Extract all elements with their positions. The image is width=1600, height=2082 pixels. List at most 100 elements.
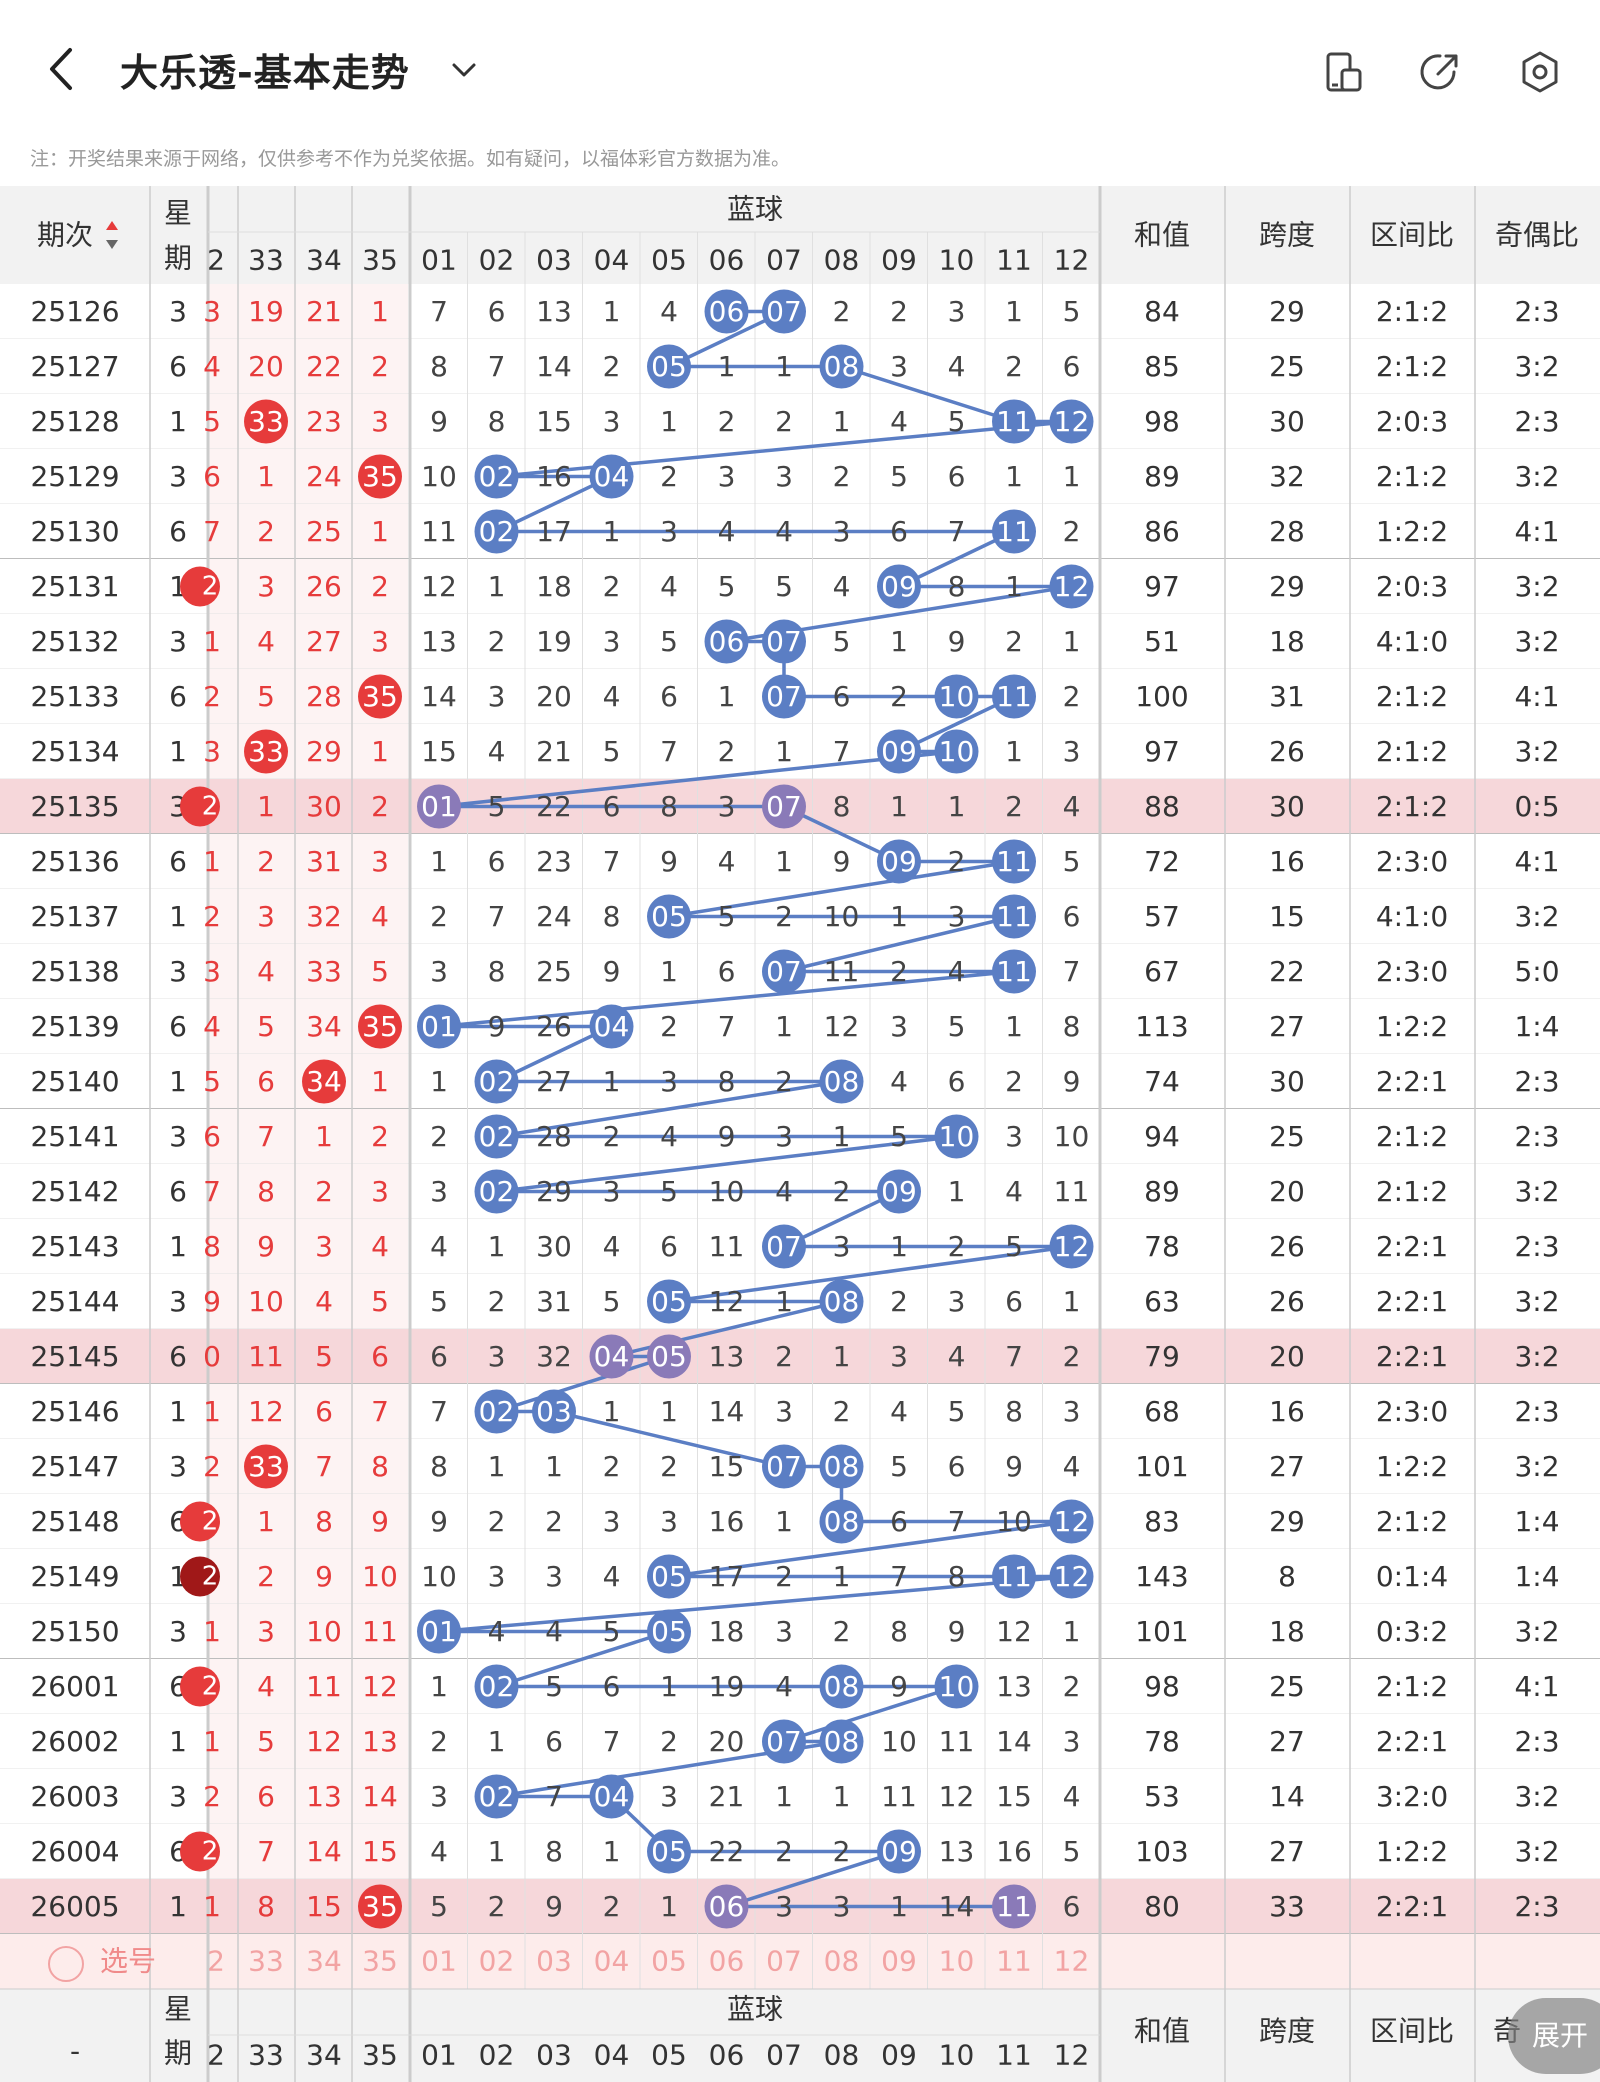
blue-ball[interactable] (992, 399, 1036, 444)
blue-ball[interactable] (762, 1719, 806, 1764)
blue-ball[interactable] (992, 949, 1036, 994)
blue-ball[interactable] (877, 1829, 921, 1874)
blue-ball[interactable] (589, 1774, 634, 1819)
share-icon[interactable] (1416, 48, 1464, 96)
select-blue-number[interactable]: 12 (1054, 1945, 1090, 1978)
blue-ball[interactable] (647, 344, 691, 389)
red-ball[interactable] (244, 399, 288, 444)
red-ball[interactable] (180, 1666, 220, 1707)
blue-ball[interactable] (1049, 564, 1094, 609)
blue-ball[interactable] (589, 1004, 634, 1049)
blue-ball[interactable] (877, 564, 921, 609)
blue-ball[interactable] (417, 784, 461, 829)
red-ball[interactable] (358, 1004, 402, 1049)
blue-ball[interactable] (647, 1279, 691, 1324)
select-blue-number[interactable]: 06 (709, 1945, 745, 1978)
blue-ball[interactable] (819, 1499, 864, 1544)
red-ball[interactable] (180, 1556, 220, 1597)
select-blue-number[interactable]: 10 (939, 1945, 975, 1978)
blue-ball[interactable] (417, 1609, 461, 1654)
select-blue-number[interactable]: 09 (881, 1945, 917, 1978)
select-blue-number[interactable]: 08 (824, 1945, 860, 1978)
red-ball[interactable] (358, 674, 402, 719)
blue-ball[interactable] (934, 674, 979, 719)
blue-ball[interactable] (992, 1554, 1036, 1599)
blue-ball[interactable] (762, 289, 806, 334)
blue-ball[interactable] (762, 949, 806, 994)
select-red-number[interactable]: 2 (207, 1945, 225, 1978)
blue-ball[interactable] (934, 729, 979, 774)
blue-ball[interactable] (474, 1114, 519, 1159)
select-blue-number[interactable]: 07 (766, 1945, 802, 1978)
blue-ball[interactable] (474, 1169, 519, 1214)
select-label[interactable]: 选号 (100, 1945, 156, 1978)
blue-ball[interactable] (992, 839, 1036, 884)
blue-ball[interactable] (762, 674, 806, 719)
blue-ball[interactable] (819, 1664, 864, 1709)
select-red-number[interactable]: 35 (362, 1945, 398, 1978)
select-red-number[interactable]: 33 (248, 1945, 284, 1978)
blue-ball[interactable] (819, 1059, 864, 1104)
blue-ball[interactable] (762, 1224, 806, 1269)
blue-ball[interactable] (992, 1884, 1036, 1929)
blue-ball[interactable] (647, 1609, 691, 1654)
blue-ball[interactable] (762, 784, 806, 829)
red-ball[interactable] (180, 1501, 220, 1542)
blue-ball[interactable] (819, 1444, 864, 1489)
blue-ball[interactable] (704, 289, 749, 334)
select-blue-number[interactable]: 11 (996, 1945, 1032, 1978)
blue-ball[interactable] (992, 509, 1036, 554)
red-ball[interactable] (180, 1831, 220, 1872)
blue-ball[interactable] (417, 1004, 461, 1049)
blue-ball[interactable] (762, 1444, 806, 1489)
select-red-number[interactable]: 34 (306, 1945, 342, 1978)
blue-ball[interactable] (474, 1059, 519, 1104)
red-ball[interactable] (244, 729, 288, 774)
select-blue-number[interactable]: 01 (421, 1945, 457, 1978)
blue-ball[interactable] (877, 1169, 921, 1214)
chevron-down-icon[interactable] (448, 54, 480, 86)
blue-ball[interactable] (819, 1279, 864, 1324)
red-ball[interactable] (358, 454, 402, 499)
blue-ball[interactable] (589, 1334, 634, 1379)
settings-icon[interactable] (1516, 48, 1564, 96)
blue-ball[interactable] (474, 454, 519, 499)
blue-ball[interactable] (819, 344, 864, 389)
blue-ball[interactable] (589, 454, 634, 499)
back-arrow-icon[interactable] (38, 44, 88, 94)
red-ball[interactable] (302, 1059, 346, 1104)
sort-up-icon[interactable] (106, 221, 118, 230)
select-blue-number[interactable]: 03 (536, 1945, 572, 1978)
sort-down-icon[interactable] (106, 240, 118, 249)
expand-button[interactable]: 展开 (1508, 1998, 1600, 2074)
blue-ball[interactable] (704, 1884, 749, 1929)
blue-ball[interactable] (1049, 1499, 1094, 1544)
blue-ball[interactable] (474, 1389, 519, 1434)
blue-ball[interactable] (877, 729, 921, 774)
select-blue-number[interactable]: 05 (651, 1945, 687, 1978)
blue-ball[interactable] (647, 1554, 691, 1599)
blue-ball[interactable] (819, 1719, 864, 1764)
red-ball[interactable] (358, 1884, 402, 1929)
blue-ball[interactable] (474, 509, 519, 554)
blue-ball[interactable] (992, 674, 1036, 719)
blue-ball[interactable] (474, 1774, 519, 1819)
blue-ball[interactable] (647, 1829, 691, 1874)
red-ball[interactable] (180, 566, 220, 607)
red-ball[interactable] (244, 1444, 288, 1489)
phone-layout-icon[interactable] (1320, 48, 1368, 96)
blue-ball[interactable] (877, 839, 921, 884)
blue-ball[interactable] (934, 1664, 979, 1709)
blue-ball[interactable] (1049, 1224, 1094, 1269)
blue-ball[interactable] (1049, 1554, 1094, 1599)
select-blue-number[interactable]: 04 (594, 1945, 630, 1978)
blue-ball[interactable] (647, 894, 691, 939)
blue-ball[interactable] (704, 619, 749, 664)
red-ball[interactable] (180, 786, 220, 827)
blue-ball[interactable] (474, 1664, 519, 1709)
blue-ball[interactable] (1049, 399, 1094, 444)
blue-ball[interactable] (532, 1389, 576, 1434)
blue-ball[interactable] (647, 1334, 691, 1379)
blue-ball[interactable] (934, 1114, 979, 1159)
blue-ball[interactable] (762, 619, 806, 664)
